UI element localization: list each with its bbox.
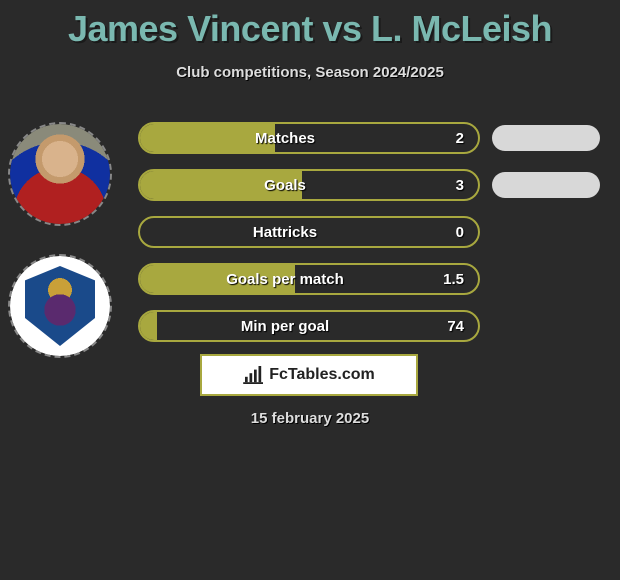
stat-left-value: 0	[456, 218, 464, 246]
stat-left-pill: Min per goal 74	[138, 310, 480, 342]
stat-left-pill: Goals per match 1.5	[138, 263, 480, 295]
stat-left-pill: Goals 3	[138, 169, 480, 201]
comparison-title: James Vincent vs L. McLeish	[0, 0, 620, 50]
stat-left-pill: Matches 2	[138, 122, 480, 154]
stat-label: Goals per match	[140, 265, 430, 293]
stat-left-value: 3	[456, 171, 464, 199]
stat-left-value: 74	[447, 312, 464, 340]
stat-row: Goals 3	[138, 169, 608, 201]
bar-chart-icon	[243, 366, 265, 384]
snapshot-date: 15 february 2025	[0, 410, 620, 427]
branding-box: FcTables.com	[200, 354, 418, 396]
player-photo-placeholder	[10, 124, 110, 224]
stat-label: Goals	[140, 171, 430, 199]
stat-label: Hattricks	[140, 218, 430, 246]
stat-left-pill: Hattricks 0	[138, 216, 480, 248]
club-crest-bg	[10, 256, 110, 356]
shield-icon	[25, 266, 95, 346]
stat-row: Matches 2	[138, 122, 608, 154]
stat-label: Min per goal	[140, 312, 430, 340]
stat-row: Goals per match 1.5	[138, 263, 608, 295]
club-crest	[8, 254, 112, 358]
stat-label: Matches	[140, 124, 430, 152]
comparison-subtitle: Club competitions, Season 2024/2025	[0, 64, 620, 81]
player-avatar	[8, 122, 112, 226]
branding-text: FcTables.com	[269, 366, 375, 384]
avatar-column	[8, 122, 112, 358]
stats-panel: Matches 2 Goals 3 Hattricks 0 Goals per match 1…	[138, 122, 608, 342]
stat-row: Hattricks 0	[138, 216, 608, 248]
stat-right-pill	[492, 172, 600, 198]
stat-right-pill	[492, 125, 600, 151]
stat-left-value: 1.5	[443, 265, 464, 293]
stat-row: Min per goal 74	[138, 310, 608, 342]
stat-left-value: 2	[456, 124, 464, 152]
